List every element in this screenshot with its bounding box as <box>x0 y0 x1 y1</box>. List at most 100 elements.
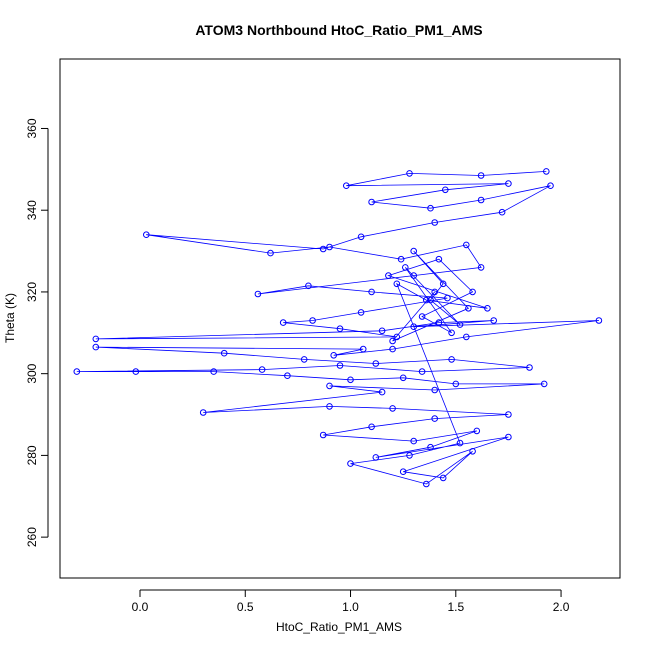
data-point <box>406 452 413 459</box>
data-point <box>326 243 333 251</box>
data-point <box>359 345 367 353</box>
data-point <box>336 362 344 369</box>
data-point <box>463 241 470 249</box>
y-tick-label: 340 <box>25 200 39 220</box>
x-tick-label: 1.0 <box>342 600 359 614</box>
data-point <box>473 427 481 435</box>
data-point <box>330 352 338 359</box>
data-point <box>378 388 386 396</box>
series-line <box>76 171 599 485</box>
data-point <box>389 405 396 412</box>
data-point <box>319 431 327 439</box>
data-point <box>143 231 150 238</box>
data-point <box>267 249 274 257</box>
data-point <box>505 433 512 441</box>
data-point <box>465 305 472 312</box>
data-point <box>378 327 386 335</box>
data-point <box>452 380 460 388</box>
data-point <box>456 321 464 328</box>
data-point <box>368 198 375 206</box>
data-point <box>92 335 100 343</box>
data-point <box>343 182 350 189</box>
y-tick-label: 320 <box>25 282 39 302</box>
y-axis-label: Theta (K) <box>3 293 17 343</box>
data-point <box>199 409 207 416</box>
plot-frame <box>59 58 621 579</box>
data-point <box>284 372 291 380</box>
data-point <box>505 180 512 187</box>
data-point <box>448 329 455 337</box>
data-point <box>547 182 554 189</box>
data-point <box>402 264 409 271</box>
data-point <box>279 319 287 326</box>
data-point <box>368 423 375 431</box>
data-point <box>132 368 140 375</box>
data-point <box>347 376 354 384</box>
data-point <box>410 247 418 255</box>
data-point <box>220 349 228 357</box>
data-point <box>526 364 533 371</box>
y-tick-label: 260 <box>25 527 39 547</box>
data-point <box>397 255 405 263</box>
data-point <box>498 208 506 216</box>
data-point <box>410 437 418 445</box>
data-point <box>357 309 365 316</box>
data-point <box>469 448 476 455</box>
data-point <box>389 337 396 345</box>
y-tick-label: 300 <box>25 363 39 383</box>
data-point <box>431 386 439 394</box>
data-point <box>326 382 333 390</box>
data-point <box>456 439 464 447</box>
x-axis-label: HtoC_Ratio_PM1_AMS <box>276 620 402 634</box>
data-point <box>326 403 333 410</box>
data-point <box>427 204 434 212</box>
data-point <box>543 168 550 175</box>
data-point <box>258 366 266 373</box>
data-point <box>423 480 430 488</box>
x-tick-label: 0.0 <box>132 600 149 614</box>
data-point <box>393 333 401 341</box>
data-point <box>389 345 396 353</box>
data-point <box>490 317 498 324</box>
x-axis: 0.0 0.5 1.0 1.5 2.0 <box>132 589 570 614</box>
data-point <box>435 255 443 263</box>
data-point <box>540 380 548 388</box>
data-point <box>305 282 312 290</box>
data-point <box>319 245 327 253</box>
data-point <box>399 374 407 382</box>
data-point <box>406 170 413 177</box>
data-point <box>92 343 100 351</box>
data-point <box>73 368 81 375</box>
y-axis: 260 280 300 320 340 360 <box>25 118 49 547</box>
data-point <box>372 360 380 367</box>
data-point <box>477 172 485 179</box>
data-point <box>448 356 455 363</box>
data-point <box>410 272 418 279</box>
data-point <box>423 296 430 304</box>
data-point <box>477 264 485 271</box>
data-point <box>300 356 308 363</box>
data-point <box>254 290 262 298</box>
x-tick-label: 2.0 <box>553 600 570 614</box>
data-point <box>427 296 434 304</box>
data-point <box>477 196 485 204</box>
data-point <box>442 186 449 194</box>
data-point <box>347 460 354 467</box>
data-point <box>444 294 451 302</box>
data-point <box>372 454 380 461</box>
data-point <box>431 219 439 226</box>
data-point <box>427 443 434 451</box>
data-point <box>484 305 491 312</box>
data-point <box>505 411 512 418</box>
data-point <box>469 288 476 296</box>
data-point <box>385 272 392 279</box>
data-point <box>393 280 401 288</box>
y-tick-label: 280 <box>25 445 39 465</box>
data-point <box>418 368 426 375</box>
data-point <box>431 288 439 296</box>
x-tick-label: 0.5 <box>237 600 254 614</box>
data-point <box>368 288 375 296</box>
data-point <box>399 468 407 476</box>
